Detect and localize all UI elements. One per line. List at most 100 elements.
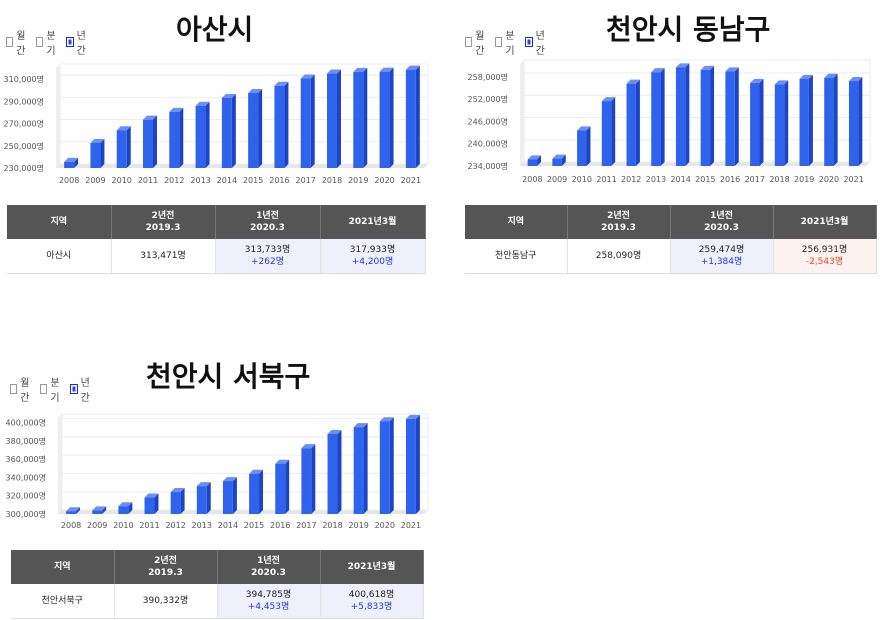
bar-2015[interactable]: [248, 89, 263, 168]
bar-side: [232, 477, 237, 514]
y-tick-label: 246,000명: [468, 116, 508, 126]
bar-2008[interactable]: [527, 155, 542, 166]
plot-side-wall: [56, 64, 60, 168]
bar-2016[interactable]: [725, 67, 739, 166]
x-tick-label: 2018: [322, 521, 342, 530]
bar-2016[interactable]: [274, 81, 289, 168]
bar-2008[interactable]: [66, 507, 81, 514]
bar-side: [734, 67, 739, 166]
bar-2011[interactable]: [143, 115, 157, 168]
bar-top: [144, 493, 159, 498]
x-tick-label: 2013: [192, 521, 212, 530]
bar-2010[interactable]: [118, 502, 133, 514]
bar-2017[interactable]: [300, 74, 315, 168]
bar-side: [179, 107, 184, 168]
bar-2017[interactable]: [750, 78, 764, 166]
bar-top: [675, 63, 690, 68]
option-yearly[interactable]: 년간: [66, 27, 88, 57]
cell-region: 아산시: [7, 239, 112, 274]
option-monthly[interactable]: 월간: [10, 374, 32, 404]
bar-2014[interactable]: [221, 94, 236, 168]
bar-2020[interactable]: [379, 417, 394, 514]
yearly-checkbox[interactable]: [525, 37, 533, 47]
bar-2012[interactable]: [170, 488, 185, 514]
bar-2017[interactable]: [301, 444, 316, 514]
header-region: 지역: [7, 205, 112, 239]
bar-top: [527, 155, 542, 160]
bar-2009[interactable]: [90, 139, 105, 168]
bar-2018[interactable]: [774, 80, 789, 166]
option-monthly[interactable]: 월간: [6, 27, 28, 57]
bar-2015[interactable]: [700, 65, 715, 166]
bar-side: [336, 69, 341, 168]
bar-2012[interactable]: [626, 79, 640, 166]
monthly-checkbox[interactable]: [10, 384, 18, 394]
quarterly-checkbox[interactable]: [36, 37, 44, 47]
change-value: -2,543명: [805, 257, 844, 267]
bar-2010[interactable]: [116, 126, 131, 168]
y-tick-label: 360,000명: [6, 454, 46, 464]
bar-2009[interactable]: [552, 154, 566, 166]
bar-2020[interactable]: [824, 73, 838, 166]
bar-side: [126, 126, 131, 168]
bar-2020[interactable]: [379, 67, 394, 168]
x-tick-label: 2017: [296, 521, 316, 530]
yearly-checkbox[interactable]: [66, 37, 74, 47]
period-options: 월간 분기 년간: [6, 27, 89, 57]
bar-2013[interactable]: [651, 68, 665, 166]
y-tick-label: 230,000명: [4, 163, 44, 173]
bar-side: [389, 417, 394, 514]
bar-top: [66, 507, 81, 512]
x-tick-label: 2015: [243, 176, 263, 185]
cell-current: 317,933명 +4,200명: [320, 239, 426, 274]
bar-top: [353, 67, 368, 72]
bar-front: [222, 481, 233, 514]
bar-2014[interactable]: [222, 477, 237, 514]
bar-side: [102, 506, 107, 514]
bar-top: [195, 101, 210, 106]
option-monthly[interactable]: 월간: [465, 27, 487, 57]
bar-2008[interactable]: [64, 157, 79, 168]
quarterly-checkbox[interactable]: [40, 384, 48, 394]
quarterly-checkbox[interactable]: [495, 37, 503, 47]
y-tick-label: 400,000명: [6, 418, 46, 428]
chart-title: 천안시 서북구: [146, 360, 311, 393]
option-quarterly[interactable]: 분기: [40, 374, 62, 404]
yearly-checkbox[interactable]: [70, 384, 78, 394]
bar-front: [221, 98, 232, 168]
header-one-year: 1년전 2020.3: [217, 550, 321, 584]
cell-one-year: 394,785명 +4,453명: [217, 584, 321, 619]
bar-2012[interactable]: [169, 107, 184, 168]
option-yearly[interactable]: 년간: [525, 27, 547, 57]
monthly-checkbox[interactable]: [6, 37, 14, 47]
x-tick-label: 2017: [745, 175, 765, 184]
bar-2015[interactable]: [249, 469, 264, 514]
bar-2019[interactable]: [799, 74, 813, 166]
bar-2013[interactable]: [196, 482, 211, 514]
header-region: 지역: [11, 550, 115, 584]
bar-2021[interactable]: [405, 414, 420, 514]
table-header-row: 지역 2년전 2019.3 1년전 2020.3 2021년3월: [7, 205, 426, 239]
bar-2021[interactable]: [848, 77, 863, 166]
bar-2019[interactable]: [353, 67, 368, 168]
bar-2014[interactable]: [675, 63, 690, 166]
bar-2013[interactable]: [195, 101, 210, 168]
x-tick-label: 2008: [522, 175, 542, 184]
bar-2018[interactable]: [327, 430, 342, 514]
monthly-checkbox[interactable]: [465, 37, 473, 47]
option-quarterly[interactable]: 분기: [495, 27, 517, 57]
bar-side: [833, 73, 838, 166]
bar-2011[interactable]: [144, 493, 159, 514]
bar-2011[interactable]: [601, 97, 616, 166]
bar-2010[interactable]: [577, 126, 591, 166]
bar-2018[interactable]: [327, 69, 341, 168]
bar-2016[interactable]: [275, 459, 290, 514]
x-tick-label: 2009: [85, 176, 105, 185]
bar-2009[interactable]: [92, 506, 107, 514]
bar-2021[interactable]: [405, 65, 420, 168]
option-yearly[interactable]: 년간: [70, 374, 92, 404]
bar-2019[interactable]: [353, 423, 368, 514]
bar-front: [144, 497, 155, 514]
bar-top: [750, 78, 764, 83]
option-quarterly[interactable]: 분기: [36, 27, 58, 57]
